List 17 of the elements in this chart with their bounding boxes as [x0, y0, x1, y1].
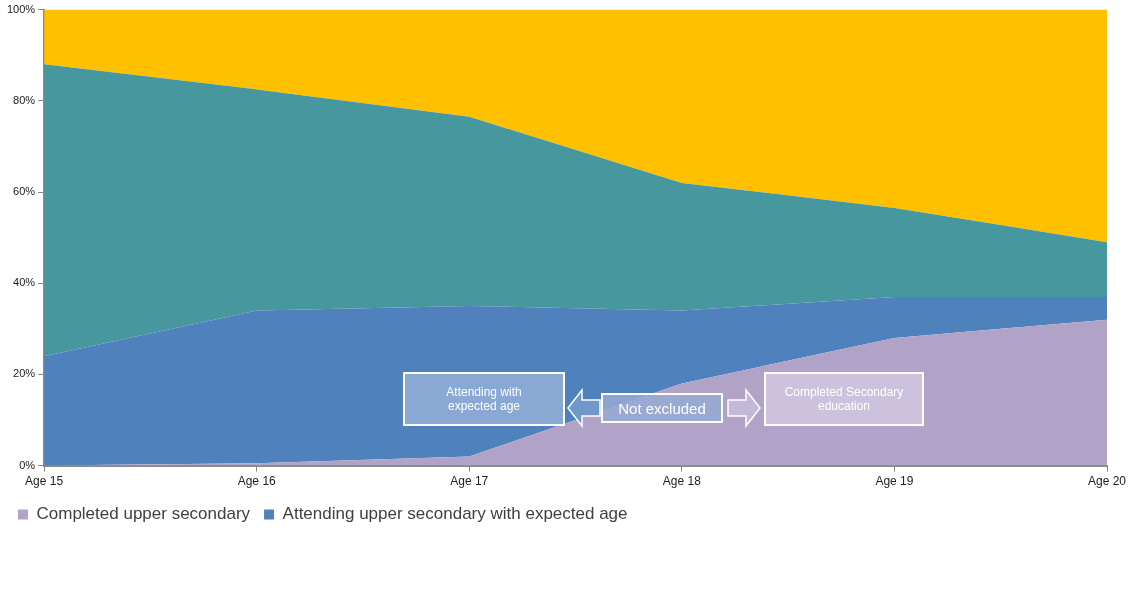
y-tick-label: 40%: [13, 276, 36, 289]
x-tick-label: Age 18: [662, 474, 702, 489]
y-tick-label: 0%: [19, 458, 36, 471]
y-tick-label: 60%: [13, 185, 36, 198]
x-tick-label: Age 15: [25, 474, 64, 489]
y-tick-label: 20%: [13, 367, 36, 380]
x-tick-label: Age 17: [450, 474, 489, 489]
x-tick-label: Age 20: [1087, 474, 1127, 489]
x-tick-label: Age 19: [875, 474, 914, 489]
label-box: Not excluded: [601, 393, 723, 423]
label-box: Attending with expected age: [403, 372, 565, 426]
legend-label: Completed upper secondary: [36, 504, 251, 524]
label-box: Completed Secondary education: [764, 372, 924, 426]
x-tick-label: Age 16: [237, 474, 277, 489]
y-tick-label: 80%: [13, 93, 36, 106]
legend-label: Attending upper secondary with expected age: [282, 504, 628, 524]
y-tick-label: 100%: [6, 2, 36, 15]
